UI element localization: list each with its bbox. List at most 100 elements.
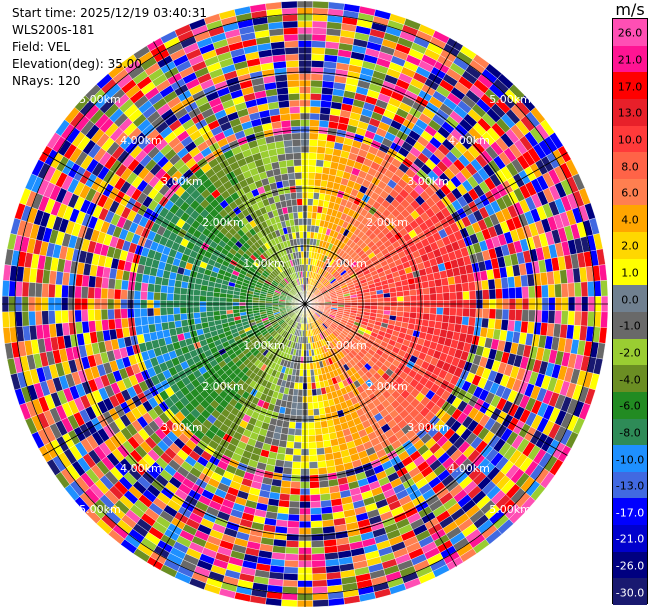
ppi-gate bbox=[370, 305, 378, 310]
ppi-gate bbox=[600, 280, 609, 297]
ppi-gate bbox=[429, 307, 437, 315]
ppi-gate bbox=[284, 559, 299, 568]
ppi-gate bbox=[488, 288, 497, 300]
ppi-gate bbox=[94, 287, 102, 299]
ppi-gate bbox=[173, 293, 181, 301]
ppi-gate bbox=[21, 311, 30, 327]
ppi-gate bbox=[306, 362, 311, 370]
ppi-gate bbox=[316, 152, 325, 161]
ppi-gate bbox=[193, 317, 202, 325]
ppi-gate bbox=[306, 349, 310, 357]
ppi-gate bbox=[328, 1, 345, 11]
ppi-gate bbox=[541, 284, 549, 298]
ppi-gate bbox=[28, 310, 36, 326]
ppi-gate bbox=[310, 66, 324, 75]
ppi-gate bbox=[107, 288, 115, 300]
ppi-gate bbox=[309, 468, 319, 476]
ppi-gate bbox=[310, 99, 322, 108]
ppi-gate bbox=[265, 304, 273, 308]
ppi-gate bbox=[74, 285, 82, 299]
ppi-gate bbox=[140, 282, 149, 292]
ppi-gate bbox=[469, 290, 477, 300]
ppi-gate bbox=[153, 315, 162, 324]
ppi-gate bbox=[306, 218, 312, 226]
ppi-gate bbox=[401, 284, 410, 292]
ppi-gate bbox=[311, 388, 318, 397]
ppi-gate bbox=[482, 289, 490, 300]
ppi-gate bbox=[166, 292, 174, 301]
ppi-gate bbox=[441, 314, 450, 324]
ppi-gate bbox=[307, 395, 313, 403]
ppi-gate bbox=[442, 292, 451, 301]
ppi-gate bbox=[297, 389, 303, 397]
ppi-gate bbox=[279, 433, 288, 442]
ppi-gate bbox=[282, 579, 298, 588]
ppi-gate bbox=[409, 295, 418, 302]
ppi-gate bbox=[396, 296, 404, 302]
ppi-gate bbox=[434, 278, 443, 287]
ppi-gate bbox=[291, 461, 302, 469]
ppi-gate bbox=[598, 264, 608, 281]
ppi-gate bbox=[285, 546, 299, 555]
ppi-gate bbox=[507, 276, 516, 289]
ppi-gate bbox=[383, 305, 391, 311]
ppi-gate bbox=[580, 281, 589, 297]
ppi-gate bbox=[310, 73, 324, 81]
ppi-gate bbox=[206, 311, 214, 318]
ppi-gate bbox=[435, 314, 444, 323]
ppi-gate bbox=[311, 559, 326, 568]
ppi-gate bbox=[307, 198, 314, 206]
ppi-gate bbox=[166, 314, 175, 323]
ppi-gate bbox=[288, 421, 296, 429]
ppi-gate bbox=[15, 311, 23, 327]
ppi-gate bbox=[494, 318, 503, 330]
ppi-gate bbox=[294, 428, 302, 436]
ppi-gate bbox=[319, 486, 331, 495]
ppi-gate bbox=[317, 460, 327, 469]
ppi-gate bbox=[107, 278, 116, 290]
ppi-gate bbox=[468, 316, 476, 327]
ppi-gate bbox=[140, 290, 148, 301]
ppi-gate bbox=[390, 296, 398, 302]
ppi-gate bbox=[41, 310, 50, 325]
ppi-gate bbox=[48, 283, 56, 298]
ppi-gate bbox=[377, 297, 385, 303]
ppi-gate bbox=[28, 282, 36, 298]
ppi-gate bbox=[140, 307, 148, 318]
ppi-gate bbox=[283, 573, 299, 581]
ppi-gate bbox=[219, 310, 227, 316]
ppi-gate bbox=[311, 573, 327, 581]
ppi-gate bbox=[206, 296, 214, 302]
ppi-gate bbox=[313, 185, 321, 194]
ppi-gate bbox=[1, 311, 10, 328]
ppi-gate bbox=[311, 553, 326, 561]
ppi-gate bbox=[449, 291, 457, 301]
ppi-gate bbox=[298, 382, 304, 390]
ppi-gate bbox=[179, 306, 187, 314]
ppi-gate bbox=[288, 500, 300, 509]
ppi-gate bbox=[312, 0, 329, 9]
ppi-gate bbox=[314, 427, 323, 436]
ppi-gate bbox=[310, 500, 322, 509]
ppi-gate bbox=[514, 286, 523, 299]
ppi-gate bbox=[193, 312, 201, 319]
ppi-gate bbox=[344, 300, 352, 304]
ppi-gate bbox=[322, 433, 331, 442]
ppi-gate bbox=[287, 520, 300, 529]
ppi-gate bbox=[159, 307, 168, 316]
ppi-gate bbox=[147, 283, 155, 293]
ppi-gate bbox=[310, 533, 324, 542]
ppi-gate bbox=[315, 165, 324, 174]
ppi-gate bbox=[350, 299, 358, 303]
ppi-gate bbox=[580, 311, 589, 327]
ppi-gate bbox=[54, 310, 63, 324]
ppi-gate bbox=[283, 566, 299, 575]
ppi-gate bbox=[307, 185, 315, 193]
ppi-gate bbox=[295, 422, 303, 430]
ppi-gate bbox=[225, 305, 233, 311]
ppi-gate bbox=[455, 283, 463, 293]
ppi-gate bbox=[309, 132, 319, 140]
ppi-gate bbox=[289, 414, 297, 423]
ppi-gate bbox=[310, 369, 315, 377]
